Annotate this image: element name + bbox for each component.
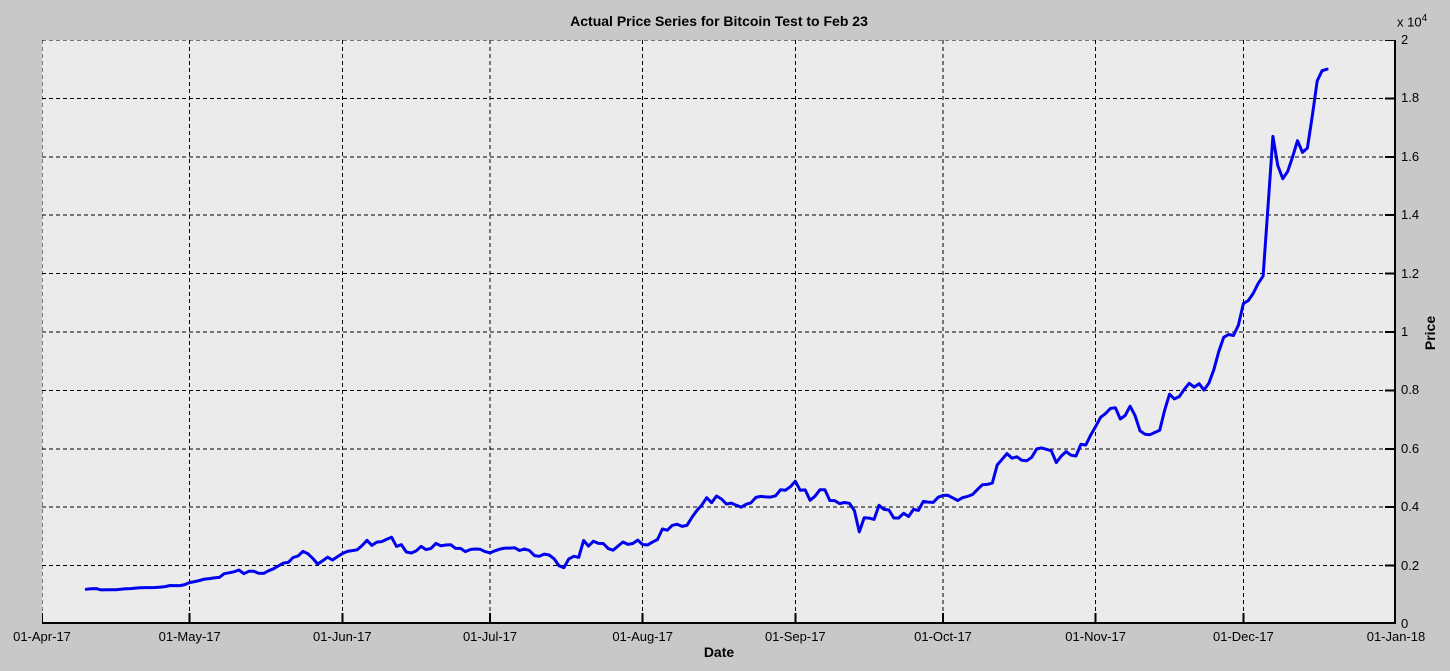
chart-title: Actual Price Series for Bitcoin Test to … <box>570 13 868 29</box>
y-exponent-base: x 10 <box>1397 14 1422 30</box>
y-tick-label: 0 <box>1401 616 1409 631</box>
x-tick-label: 01-Jun-17 <box>313 629 372 644</box>
x-tick-label: 01-Dec-17 <box>1213 629 1274 644</box>
x-tick-label: 01-Aug-17 <box>612 629 674 644</box>
y-axis-label: Price <box>1422 315 1438 351</box>
price-line-chart-svg <box>42 40 1396 624</box>
y-axis-exponent-label: x 104 <box>1397 13 1427 29</box>
y-tick-label: 0.8 <box>1401 382 1420 398</box>
y-tick-label: 1.4 <box>1401 207 1420 223</box>
y-exponent-power: 4 <box>1421 13 1428 24</box>
axis-tick-marks <box>42 40 1396 624</box>
grid-lines <box>42 40 1396 624</box>
y-tick-label: 2 <box>1401 32 1409 47</box>
y-tick-label: 1 <box>1401 324 1409 339</box>
x-tick-label: 01-Nov-17 <box>1065 629 1126 644</box>
y-tick-label: 1.6 <box>1401 148 1420 164</box>
y-tick-label: 0.2 <box>1401 557 1420 573</box>
y-tick-label: 1.8 <box>1401 90 1420 106</box>
x-axis-label: Date <box>703 644 735 660</box>
bitcoin-price-line <box>84 67 1329 592</box>
plot-area <box>42 40 1396 624</box>
y-tick-label: 0.4 <box>1401 499 1420 515</box>
x-tick-label: 01-Jul-17 <box>462 629 518 644</box>
y-tick-label: 1.2 <box>1401 265 1420 281</box>
x-tick-label: 01-Apr-17 <box>13 629 71 644</box>
x-tick-label: 01-Jan-18 <box>1366 629 1426 644</box>
x-tick-label: 01-Sep-17 <box>764 629 826 644</box>
x-tick-label: 01-May-17 <box>158 629 221 644</box>
y-tick-label: 0.6 <box>1401 440 1420 456</box>
x-tick-label: 01-Oct-17 <box>914 629 972 644</box>
axis-lines <box>42 40 1396 624</box>
